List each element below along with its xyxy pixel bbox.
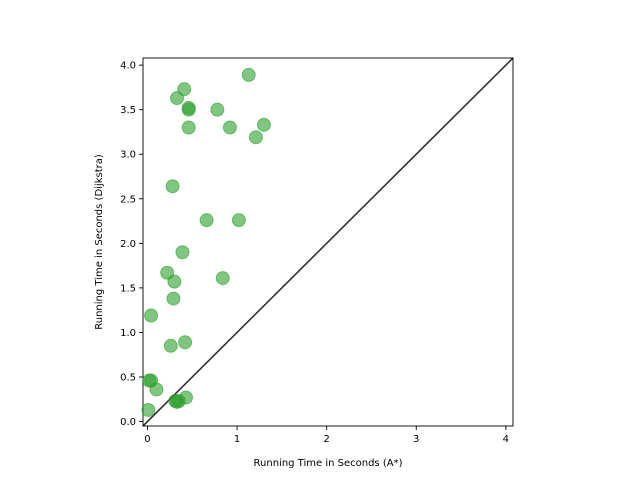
data-point [256,117,271,132]
data-point [181,120,196,135]
data-point [166,291,181,306]
x-tick-label: 1 [234,434,240,445]
data-point [163,338,178,353]
data-point [222,120,237,135]
x-axis-ticks: 0 1 2 3 4 [144,426,509,445]
y-tick-label: 4.0 [120,61,136,72]
y-tick-label: 3.5 [120,105,136,116]
data-point [170,91,185,106]
data-point [181,102,196,117]
x-tick-label: 2 [323,434,329,445]
plot-area [142,57,514,427]
data-point [144,308,159,323]
y-tick-label: 1.0 [120,328,136,339]
y-tick-label: 3.0 [120,150,136,161]
data-point [167,274,182,289]
y-axis-ticks: 0.0 0.5 1.0 1.5 2.0 2.5 3.0 3.5 4.0 [120,61,143,428]
y-tick-label: 0.5 [120,372,136,383]
y-tick-label: 0.0 [120,417,136,428]
data-point [215,271,230,286]
x-tick-label: 3 [413,434,419,445]
data-point [178,335,193,350]
data-point [248,130,263,145]
data-point [241,67,256,82]
data-point [165,179,180,194]
y-axis-label: Running Time in Seconds (Dijkstra) [94,154,105,330]
data-point [210,102,225,117]
plot-frame [142,57,514,427]
x-axis-label: Running Time in Seconds (A*) [254,458,403,469]
data-points [141,67,271,417]
data-point [175,245,190,260]
y-tick-label: 2.5 [120,194,136,205]
data-point [141,402,156,417]
data-point [170,394,185,409]
y-tick-label: 1.5 [120,283,136,294]
y-tick-label: 2.0 [120,239,136,250]
data-point [199,213,214,228]
x-tick-label: 0 [144,434,150,445]
x-tick-label: 4 [503,434,509,445]
data-point [231,213,246,228]
reference-line [142,57,514,427]
data-point [149,382,164,397]
